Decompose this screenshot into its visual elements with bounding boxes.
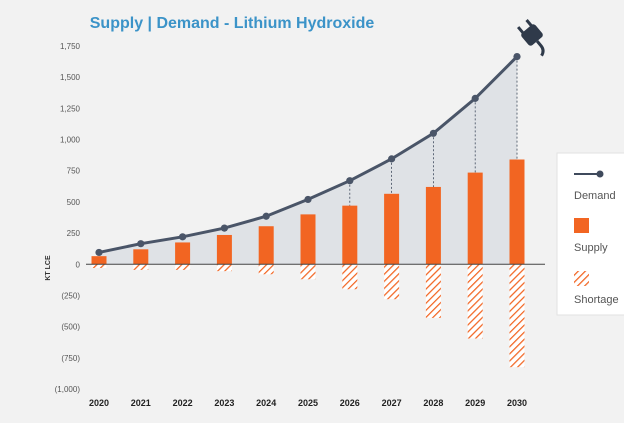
y-tick-label: 0 bbox=[76, 260, 81, 269]
supply-bar bbox=[467, 172, 483, 265]
shortage-bar bbox=[509, 264, 525, 368]
x-tick-label: 2021 bbox=[131, 398, 151, 408]
demand-point bbox=[471, 94, 479, 102]
x-tick-label: 2023 bbox=[214, 398, 234, 408]
demand-drop-lines bbox=[349, 56, 518, 206]
y-tick-label: (250) bbox=[61, 291, 80, 300]
shortage-bar bbox=[300, 264, 316, 280]
supply-bar bbox=[425, 186, 441, 265]
y-tick-labels: 1,750 1,500 1,250 1,000 750 500 250 0 (250) (500)… bbox=[55, 42, 81, 394]
shortage-bar bbox=[384, 264, 400, 300]
x-tick-label: 2026 bbox=[340, 398, 360, 408]
x-tick-label: 2025 bbox=[298, 398, 318, 408]
demand-point bbox=[179, 233, 187, 241]
supply-bar bbox=[91, 256, 107, 265]
demand-line-layer bbox=[95, 53, 521, 257]
shortage-bar bbox=[467, 264, 483, 339]
demand-area-layer bbox=[99, 56, 517, 265]
x-tick-labels: 2020 2021 2022 2023 2024 2025 2026 2027 2028 2029… bbox=[89, 398, 527, 408]
demand-point bbox=[220, 224, 228, 232]
y-tick-label: 250 bbox=[67, 229, 81, 238]
legend: Demand Supply Shortage bbox=[556, 152, 624, 316]
demand-point bbox=[513, 53, 521, 61]
y-tick-label: 750 bbox=[67, 167, 81, 176]
supply-bar bbox=[133, 249, 149, 265]
demand-point bbox=[137, 240, 145, 248]
y-tick-label: 1,000 bbox=[60, 136, 81, 145]
supply-bar bbox=[509, 159, 525, 265]
y-axis-label: KT LCE bbox=[45, 255, 52, 281]
y-tick-label: (750) bbox=[61, 354, 80, 363]
legend-demand-marker bbox=[596, 170, 604, 178]
supply-bar bbox=[342, 205, 358, 265]
x-tick-label: 2029 bbox=[465, 398, 485, 408]
supply-bar bbox=[384, 193, 400, 265]
legend-shortage-swatch bbox=[574, 271, 589, 286]
y-tick-label: (1,000) bbox=[55, 385, 81, 394]
plug-icon bbox=[516, 19, 545, 57]
shortage-bar bbox=[175, 264, 191, 270]
supply-bar bbox=[258, 226, 274, 265]
y-tick-label: 1,250 bbox=[60, 104, 81, 113]
bars bbox=[91, 159, 525, 368]
x-tick-label: 2024 bbox=[256, 398, 276, 408]
demand-point bbox=[262, 212, 270, 220]
shortage-bar bbox=[258, 264, 274, 275]
x-tick-label: 2022 bbox=[173, 398, 193, 408]
legend-demand-label: Demand bbox=[574, 190, 616, 202]
shortage-bar bbox=[425, 264, 441, 318]
x-tick-label: 2028 bbox=[423, 398, 443, 408]
legend-box bbox=[556, 152, 624, 316]
y-tick-label: 1,500 bbox=[60, 73, 81, 82]
demand-point bbox=[429, 129, 437, 137]
x-tick-label: 2030 bbox=[507, 398, 527, 408]
supply-bar bbox=[175, 242, 191, 265]
demand-point bbox=[304, 195, 312, 204]
demand-point bbox=[388, 155, 396, 163]
shortage-bar bbox=[91, 264, 107, 269]
legend-supply-label: Supply bbox=[574, 242, 608, 254]
shortage-bar bbox=[133, 264, 149, 270]
demand-point bbox=[346, 177, 354, 185]
supply-bar bbox=[300, 214, 316, 265]
y-tick-label: (500) bbox=[61, 323, 80, 332]
x-tick-label: 2027 bbox=[382, 398, 402, 408]
demand-area bbox=[99, 56, 517, 265]
shortage-bar bbox=[216, 264, 232, 272]
y-tick-label: 500 bbox=[67, 198, 81, 207]
supply-bar bbox=[216, 234, 232, 265]
demand-point bbox=[95, 248, 103, 257]
legend-supply-swatch bbox=[574, 218, 589, 233]
legend-shortage-label: Shortage bbox=[574, 294, 619, 306]
chart-title: Supply | Demand - Lithium Hydroxide bbox=[90, 15, 375, 32]
x-tick-label: 2020 bbox=[89, 398, 109, 408]
shortage-bar bbox=[342, 264, 358, 290]
y-tick-label: 1,750 bbox=[60, 42, 81, 51]
